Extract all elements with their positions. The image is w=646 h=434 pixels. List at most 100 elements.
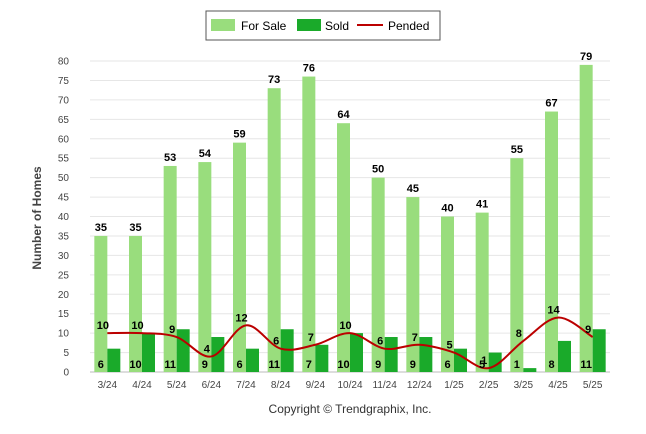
legend-label-for-sale: For Sale <box>241 19 287 33</box>
y-tick-label: 50 <box>58 173 70 184</box>
label-sold: 9 <box>375 359 381 371</box>
y-tick-label: 80 <box>58 57 70 68</box>
x-tick-label: 5/24 <box>167 380 187 391</box>
y-tick-label: 20 <box>58 290 70 301</box>
x-tick-label: 1/25 <box>444 380 464 391</box>
bar-sold <box>419 337 433 372</box>
bar-for-sale <box>198 162 212 372</box>
y-tick-label: 70 <box>58 95 70 106</box>
x-tick-label: 5/25 <box>583 380 603 391</box>
bar-for-sale <box>129 235 142 372</box>
label-for-sale: 64 <box>337 109 350 121</box>
label-pended: 1 <box>481 355 487 367</box>
bar-sold <box>176 329 190 372</box>
bar-sold <box>523 368 537 372</box>
bar-for-sale <box>441 216 454 372</box>
label-for-sale: 54 <box>199 148 212 160</box>
label-for-sale: 41 <box>476 199 488 211</box>
label-for-sale: 67 <box>545 98 557 110</box>
bar-sold <box>454 348 467 372</box>
x-tick-label: 7/24 <box>236 380 256 391</box>
bar-for-sale <box>302 76 316 373</box>
bar-sold <box>142 333 155 372</box>
legend-swatch-sold <box>297 19 321 31</box>
y-tick-label: 5 <box>63 348 69 359</box>
y-tick-label: 45 <box>58 193 70 204</box>
x-tick-label: 3/25 <box>514 380 534 391</box>
legend: For Sale Sold Pended <box>205 10 441 41</box>
y-tick-label: 65 <box>58 115 70 126</box>
x-tick-label: 4/25 <box>548 380 568 391</box>
y-tick-label: 75 <box>58 76 70 87</box>
label-sold: 9 <box>410 359 416 371</box>
y-axis-ticks: 0 5 10 15 20 25 30 35 40 45 50 55 60 65 70 75 80 <box>58 57 70 379</box>
label-sold: 11 <box>164 359 176 371</box>
label-for-sale: 76 <box>303 63 315 75</box>
label-sold: 7 <box>306 359 312 371</box>
label-pended: 5 <box>446 340 452 352</box>
bar-for-sale <box>579 64 593 372</box>
bar-for-sale <box>406 197 420 372</box>
y-tick-label: 40 <box>58 212 70 223</box>
bar-sold <box>246 348 259 372</box>
bars <box>94 64 606 373</box>
label-sold: 9 <box>202 359 208 371</box>
pended-line <box>107 316 594 370</box>
label-sold: 6 <box>444 359 450 371</box>
label-for-sale: 40 <box>441 203 453 215</box>
bar-sold <box>384 337 398 372</box>
y-tick-label: 15 <box>58 309 70 320</box>
label-pended: 8 <box>516 328 522 340</box>
label-pended: 6 <box>273 336 279 348</box>
bar-for-sale <box>233 142 246 372</box>
label-sold: 6 <box>98 359 104 371</box>
x-axis-ticks: 3/24 4/24 5/24 6/24 7/24 8/24 9/24 10/24 11/24 12… <box>98 380 603 391</box>
label-sold: 6 <box>236 359 242 371</box>
legend-box <box>205 10 441 41</box>
label-pended: 6 <box>377 336 383 348</box>
label-pended: 7 <box>308 332 314 344</box>
legend-swatch-for-sale <box>211 19 235 31</box>
label-sold: 11 <box>580 359 592 371</box>
label-pended: 10 <box>131 320 143 332</box>
y-tick-label: 60 <box>58 134 70 145</box>
label-pended: 9 <box>169 324 175 336</box>
label-pended: 12 <box>235 312 247 324</box>
label-pended: 7 <box>412 332 418 344</box>
label-for-sale: 50 <box>372 164 384 176</box>
y-tick-label: 25 <box>58 270 70 281</box>
copyright: Copyright © Trendgraphix, Inc. <box>269 402 432 416</box>
bar-for-sale <box>267 88 281 373</box>
bar-sold <box>211 337 225 372</box>
bar-for-sale <box>510 158 524 372</box>
bar-sold <box>315 344 329 372</box>
x-tick-label: 11/24 <box>373 380 398 391</box>
label-sold: 10 <box>337 359 349 371</box>
bar-for-sale <box>371 177 385 372</box>
bar-sold <box>350 333 363 372</box>
label-pended: 14 <box>547 305 560 317</box>
y-tick-label: 35 <box>58 231 70 242</box>
label-for-sale: 73 <box>268 74 280 86</box>
y-tick-label: 0 <box>63 368 69 379</box>
label-for-sale: 55 <box>511 144 523 156</box>
y-axis-title: Number of Homes <box>30 166 44 270</box>
x-tick-label: 8/24 <box>271 380 291 391</box>
y-tick-label: 55 <box>58 154 70 165</box>
bar-sold <box>107 348 121 372</box>
label-sold: 10 <box>129 359 141 371</box>
label-pended: 9 <box>585 324 591 336</box>
label-for-sale: 45 <box>407 183 419 195</box>
label-sold: 11 <box>268 359 280 371</box>
x-tick-label: 9/24 <box>306 380 326 391</box>
label-for-sale: 79 <box>580 51 592 63</box>
label-for-sale: 35 <box>95 222 107 234</box>
x-tick-label: 2/25 <box>479 380 499 391</box>
data-labels: 3561035101053119549459612731167677641010… <box>95 51 593 371</box>
y-tick-label: 10 <box>58 329 70 340</box>
x-tick-label: 3/24 <box>98 380 118 391</box>
legend-label-pended: Pended <box>388 19 429 33</box>
bar-for-sale <box>94 235 108 372</box>
x-tick-label: 10/24 <box>337 380 362 391</box>
